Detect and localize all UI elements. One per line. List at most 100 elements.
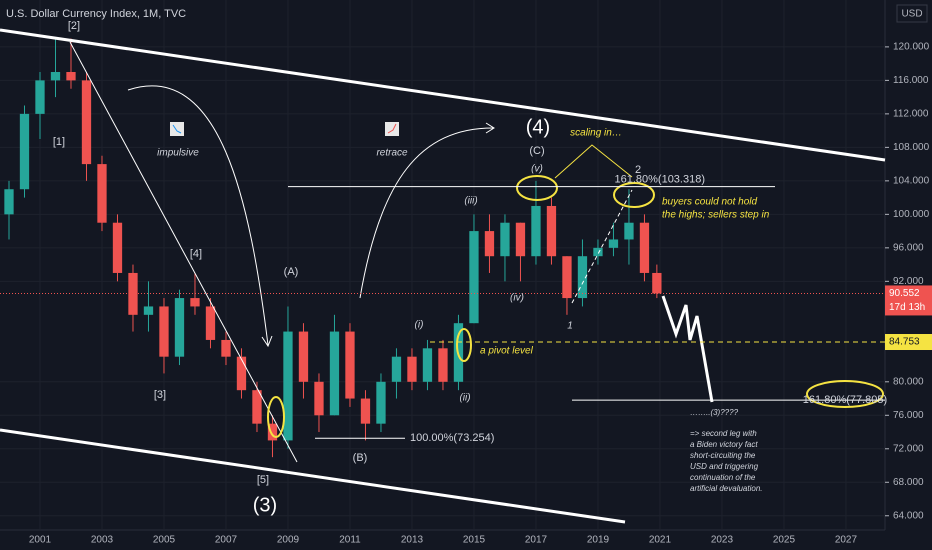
x-tick-label: 2025 <box>773 535 796 546</box>
annotation: USD and triggering <box>690 462 759 471</box>
candle-body <box>283 331 293 441</box>
candle-body <box>143 306 154 315</box>
y-tick-label: 116.000 <box>893 75 929 86</box>
candle-body <box>652 272 662 294</box>
candle-body <box>205 306 216 340</box>
candle-body <box>376 381 386 424</box>
annotation: a Biden victory fact <box>690 440 758 449</box>
candle-body <box>50 72 61 81</box>
candle-body <box>391 356 402 382</box>
y-tick-label: 68.000 <box>893 477 924 488</box>
candle-body <box>112 222 123 273</box>
trend-line <box>69 41 298 463</box>
candle-body <box>35 80 45 114</box>
annotation: artificial devaluation. <box>690 484 762 493</box>
candle-body <box>624 222 634 240</box>
marks <box>0 0 885 530</box>
x-tick-label: 2027 <box>835 535 858 546</box>
x-tick-label: 2003 <box>91 535 114 546</box>
currency-box[interactable] <box>896 4 928 23</box>
candle-body <box>593 247 603 257</box>
annotation: short-circuiting the <box>690 451 756 460</box>
annotation: scaling in… <box>570 128 622 139</box>
x-tick-label: 2019 <box>587 535 610 546</box>
annotation: (A) <box>284 266 299 278</box>
y-tick-label: 64.000 <box>893 510 924 521</box>
icon <box>172 124 182 134</box>
annotation: (v) <box>531 164 543 175</box>
candle-body <box>360 398 371 424</box>
annotation: retrace <box>376 148 408 159</box>
last-price: 90.552 <box>889 288 920 299</box>
annotation: impulsive <box>157 148 199 159</box>
candle-body <box>345 331 355 399</box>
candle-body <box>438 348 448 382</box>
pivot-badge <box>885 334 932 351</box>
candle-body <box>97 164 107 223</box>
x-tick-label: 2015 <box>463 535 486 546</box>
candle-body <box>190 298 200 307</box>
arrow-head <box>261 335 273 348</box>
arrow-curve <box>359 127 494 299</box>
candle-body <box>577 256 588 299</box>
y-tick-label: 100.000 <box>893 209 930 220</box>
candle-body <box>314 381 324 416</box>
highlight <box>613 182 655 208</box>
candle-body <box>562 256 572 299</box>
annotation: 1 <box>567 321 573 332</box>
candle-body <box>500 222 510 257</box>
x-tick-label: 2005 <box>153 535 176 546</box>
y-tick-label: 76.000 <box>893 410 924 421</box>
y-tick-label: 112.000 <box>893 109 929 120</box>
annotation: (3) <box>253 494 277 516</box>
y-tick-label: 92.000 <box>893 276 924 287</box>
candle-body <box>546 205 557 257</box>
y-tick-label: 96.000 <box>893 242 924 253</box>
fib-label: 161.80%(103.318) <box>614 173 705 185</box>
x-tick-label: 2017 <box>525 535 548 546</box>
candle-body <box>639 222 650 273</box>
pivot-price: 84.753 <box>889 337 920 348</box>
candle-body <box>236 356 247 391</box>
candle-body <box>407 356 417 382</box>
annotation: [5] <box>257 474 269 486</box>
candle-body <box>515 222 526 257</box>
y-tick-label: 104.000 <box>893 175 930 186</box>
candle-body <box>81 80 92 165</box>
currency[interactable]: USD <box>901 9 922 20</box>
arrow-head <box>485 122 495 134</box>
annotation: a pivot level <box>480 346 534 357</box>
icon <box>387 123 397 134</box>
chart-title: U.S. Dollar Currency Index, 1M, TVC <box>6 8 186 20</box>
x-tick-label: 2023 <box>711 535 734 546</box>
y-tick-label: 108.000 <box>893 142 930 153</box>
last-price-badge <box>885 285 932 316</box>
candle-body <box>531 205 541 257</box>
channel-bottom <box>0 428 626 524</box>
highlight <box>456 328 472 362</box>
projection <box>661 295 714 403</box>
candle-body <box>267 423 278 441</box>
channel-top <box>0 28 886 162</box>
annotation: [4] <box>190 248 202 260</box>
annotation: => second leg with <box>690 429 757 438</box>
candle-body <box>469 231 479 324</box>
candle-body <box>422 348 433 382</box>
annotation: (B) <box>353 452 368 464</box>
annotation: (C) <box>529 145 544 157</box>
candle-body <box>19 113 30 190</box>
annotation: (iii) <box>464 196 477 207</box>
candle-body <box>329 331 340 416</box>
fib-label: 161.80%(77.805) <box>803 394 887 406</box>
scaling-lines <box>554 144 633 179</box>
y-tick-label: 80.000 <box>893 376 924 387</box>
dashed-line <box>571 189 633 304</box>
highlight <box>806 380 884 408</box>
candle-body <box>484 231 495 257</box>
icon <box>385 122 399 136</box>
candle-body <box>298 331 309 382</box>
x-tick-label: 2009 <box>277 535 300 546</box>
fib-label: 100.00%(73.254) <box>410 432 494 444</box>
annotation: buyers could not hold <box>662 197 758 208</box>
